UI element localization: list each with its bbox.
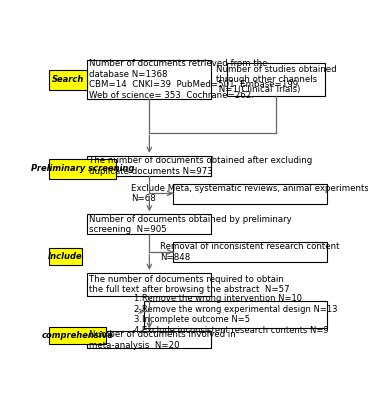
FancyBboxPatch shape [87, 214, 211, 234]
Text: Number of documents obtained by preliminary
screening  N=905: Number of documents obtained by prelimin… [89, 215, 292, 234]
FancyBboxPatch shape [49, 327, 106, 344]
FancyBboxPatch shape [49, 70, 87, 90]
Text: Search: Search [52, 75, 84, 84]
FancyBboxPatch shape [87, 156, 211, 176]
FancyBboxPatch shape [173, 242, 327, 262]
Text: The number of documents required to obtain
the full text after browsing the abst: The number of documents required to obta… [89, 275, 290, 294]
Text: 1.Remove the wrong intervention N=10
2.Remove the wrong experimental design N=13: 1.Remove the wrong intervention N=10 2.R… [134, 294, 337, 334]
FancyBboxPatch shape [49, 248, 82, 265]
Text: Number of studies obtained
through other channels
 N=1(Clinical Trials): Number of studies obtained through other… [216, 65, 337, 94]
Text: Number of documents retrieved from the
database N=1368
CBM=14  CNKI=39  PubMed=5: Number of documents retrieved from the d… [89, 60, 298, 100]
Text: comprehensive: comprehensive [42, 331, 113, 340]
FancyBboxPatch shape [87, 273, 211, 296]
Text: Number of documents involved in
meta-analysis  N=20: Number of documents involved in meta-ana… [89, 330, 236, 350]
Text: Exclude Meta, systematic reviews, animal experiments
N=68: Exclude Meta, systematic reviews, animal… [131, 184, 368, 203]
Text: Removal of inconsistent research content
N=848: Removal of inconsistent research content… [160, 242, 340, 262]
FancyBboxPatch shape [49, 159, 116, 179]
FancyBboxPatch shape [87, 60, 211, 99]
FancyBboxPatch shape [144, 300, 327, 328]
Text: The number of documents obtained after excluding
duplicate documents N=973: The number of documents obtained after e… [89, 156, 312, 176]
Text: Preliminary screening: Preliminary screening [31, 164, 134, 173]
Text: Include: Include [48, 252, 82, 261]
FancyBboxPatch shape [173, 184, 327, 204]
FancyBboxPatch shape [87, 331, 211, 348]
FancyBboxPatch shape [227, 64, 325, 96]
